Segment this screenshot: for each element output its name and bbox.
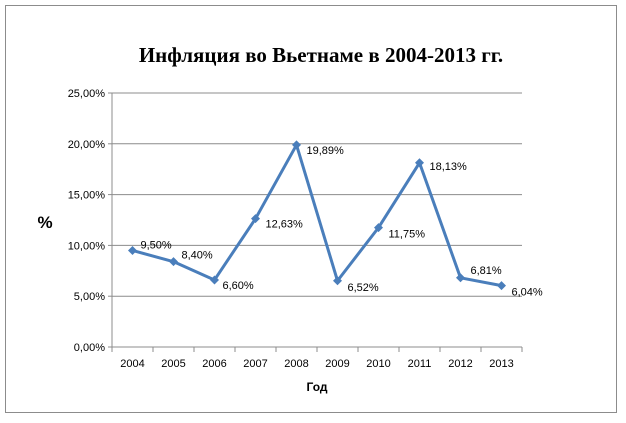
y-tick-label: 10,00% bbox=[68, 240, 106, 252]
gridlines bbox=[112, 92, 522, 297]
series-line bbox=[132, 143, 502, 288]
y-tick-label: 5,00% bbox=[74, 291, 105, 303]
data-point-marker bbox=[210, 275, 219, 285]
x-tick-label: 2008 bbox=[284, 358, 308, 370]
data-label: 6,60% bbox=[223, 280, 254, 292]
data-label: 6,81% bbox=[471, 265, 502, 277]
data-point-marker bbox=[251, 214, 260, 224]
chart-frame bbox=[5, 5, 617, 413]
data-point-marker bbox=[292, 140, 301, 150]
x-axis bbox=[111, 93, 522, 348]
y-tick-label: 20,00% bbox=[68, 139, 106, 151]
data-label: 8,40% bbox=[182, 250, 213, 262]
data-point-marker bbox=[456, 273, 465, 283]
data-label: 11,75% bbox=[389, 229, 426, 241]
data-label: 6,04% bbox=[512, 287, 543, 299]
x-axis-ticks: 2004 2005 2006 2007 2008 2009 2010 2011 2012 2013 bbox=[111, 347, 523, 370]
data-point-marker bbox=[374, 223, 383, 233]
data-point-marker bbox=[333, 276, 342, 286]
x-axis-label: Год bbox=[307, 380, 328, 394]
data-label: 19,89% bbox=[307, 145, 345, 157]
x-tick-label: 2007 bbox=[243, 358, 267, 370]
chart-title: Инфляция во Вьетнаме в 2004-2013 гг. bbox=[139, 43, 503, 67]
data-label: 18,13% bbox=[430, 161, 468, 173]
x-tick-label: 2010 bbox=[366, 358, 390, 370]
data-label: 12,63% bbox=[266, 219, 304, 231]
data-labels: 9,50% 8,40% 6,60% 12,63% 19,89% 6,52% 11,75% 18… bbox=[141, 145, 543, 299]
y-tick-label: 15,00% bbox=[68, 190, 106, 202]
x-tick-label: 2013 bbox=[489, 358, 513, 370]
data-point-marker bbox=[415, 158, 424, 168]
data-point-marker bbox=[128, 245, 137, 255]
x-tick-label: 2004 bbox=[120, 358, 144, 370]
x-tick-label: 2009 bbox=[325, 358, 349, 370]
y-tick-label: 0,00% bbox=[74, 342, 105, 354]
data-label: 6,52% bbox=[348, 282, 379, 294]
x-tick-label: 2005 bbox=[161, 358, 185, 370]
x-tick-label: 2006 bbox=[202, 358, 226, 370]
data-label: 9,50% bbox=[141, 239, 172, 251]
y-tick-label: 25,00% bbox=[68, 88, 106, 100]
x-tick-label: 2012 bbox=[448, 358, 472, 370]
data-point-marker bbox=[497, 281, 506, 291]
y-axis-label: % bbox=[37, 213, 52, 232]
y-axis-ticks: 0,00% 5,00% 10,00% 15,00% 20,00% 25,00% bbox=[68, 88, 112, 354]
data-point-marker bbox=[169, 257, 178, 267]
x-tick-label: 2011 bbox=[408, 358, 432, 370]
series-layer bbox=[128, 140, 506, 291]
